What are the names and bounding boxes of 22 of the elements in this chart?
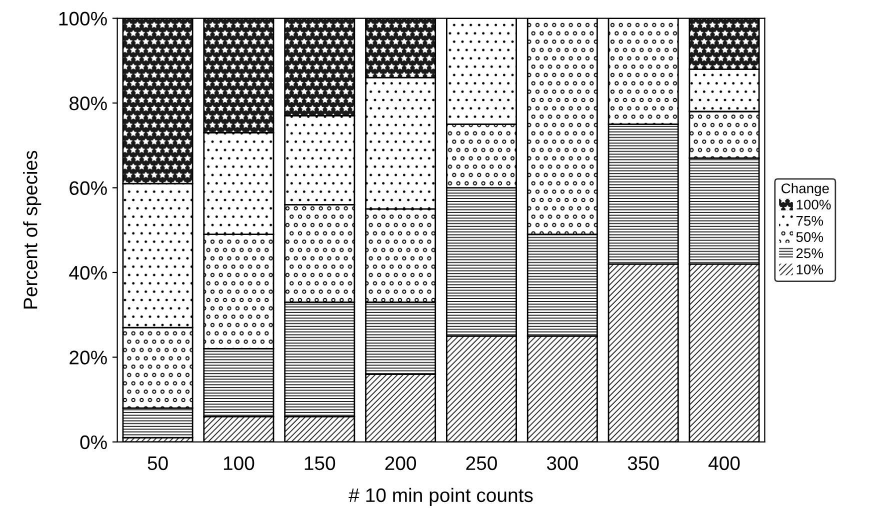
legend-label: 10% xyxy=(796,264,824,274)
y-axis-title: Percent of species xyxy=(23,150,42,308)
y-tick-label: 0% xyxy=(80,435,107,450)
legend-title: Change xyxy=(782,183,829,196)
x-tick-label: 400 xyxy=(708,456,740,470)
x-tick-label: 50 xyxy=(148,456,168,470)
y-tick-label: 40% xyxy=(69,266,107,280)
y-tick-label: 100% xyxy=(59,12,107,26)
x-tick-label: 300 xyxy=(546,456,578,470)
legend-label: 75% xyxy=(796,216,824,226)
legend-label: 100% xyxy=(796,200,831,210)
y-tick-label: 60% xyxy=(70,181,107,195)
legend-label: 25% xyxy=(796,248,824,258)
x-tick-label: 250 xyxy=(466,456,497,470)
legend-label: 50% xyxy=(796,232,824,242)
y-tick-label: 80% xyxy=(70,96,107,110)
x-tick-label: 200 xyxy=(385,456,416,470)
x-tick-label: 150 xyxy=(304,456,336,470)
x-tick-label: 350 xyxy=(628,456,659,470)
y-tick-label: 20% xyxy=(70,350,107,364)
x-axis-title: # 10 min point counts xyxy=(348,488,533,506)
x-tick-label: 100 xyxy=(224,456,254,470)
